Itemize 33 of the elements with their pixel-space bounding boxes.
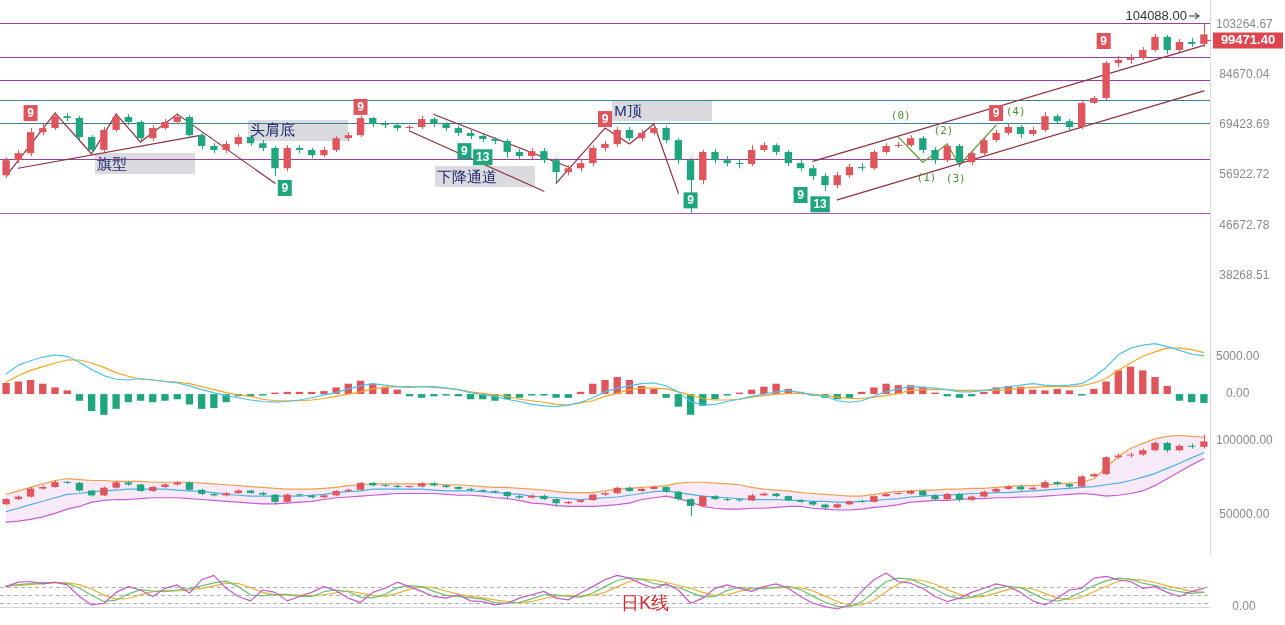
annotation: 9 — [281, 180, 289, 195]
annotation: 下降通道 — [437, 168, 498, 186]
y-tick-label: 0.00 — [1226, 386, 1250, 401]
y-tick-label: 69423.69 — [1219, 117, 1270, 132]
y-tick-label: 38268.51 — [1219, 267, 1270, 282]
y-tick-label: 56922.72 — [1219, 167, 1270, 182]
annotation: 13 — [813, 197, 828, 212]
annotation: (3) — [945, 171, 966, 185]
y-tick-label: 5000.00 — [1215, 349, 1260, 364]
annotation: 旗型 — [96, 155, 127, 173]
annotation: (4) — [1005, 104, 1026, 118]
text: 99471.40 — [1220, 32, 1276, 48]
y-tick-label: 100000.00 — [1216, 432, 1274, 447]
annotation: 104088.00 — [1125, 7, 1187, 23]
annotation: 9 — [687, 193, 695, 208]
annotation: M顶 — [614, 102, 642, 120]
y-tick-label: 46672.78 — [1219, 217, 1270, 232]
annotation: 9 — [357, 99, 365, 114]
annotation: 9 — [992, 105, 1000, 120]
annotation: 9 — [461, 143, 469, 158]
annotation: (1) — [916, 170, 937, 184]
annotation: (2) — [933, 123, 954, 137]
annotation: 13 — [476, 150, 490, 165]
annotation: 9 — [1100, 33, 1108, 48]
annotation: (0) — [890, 108, 911, 122]
y-tick-label: 103264.67 — [1216, 17, 1274, 32]
y-tick-label: 84670.04 — [1219, 67, 1270, 82]
annotation: 9 — [797, 187, 805, 202]
annotation: 头肩底 — [250, 121, 296, 139]
annotation: 9 — [27, 105, 35, 120]
y-tick-label: 50000.00 — [1219, 506, 1270, 521]
annotation: 9 — [601, 111, 609, 126]
annotation: 日K线 — [621, 592, 670, 613]
